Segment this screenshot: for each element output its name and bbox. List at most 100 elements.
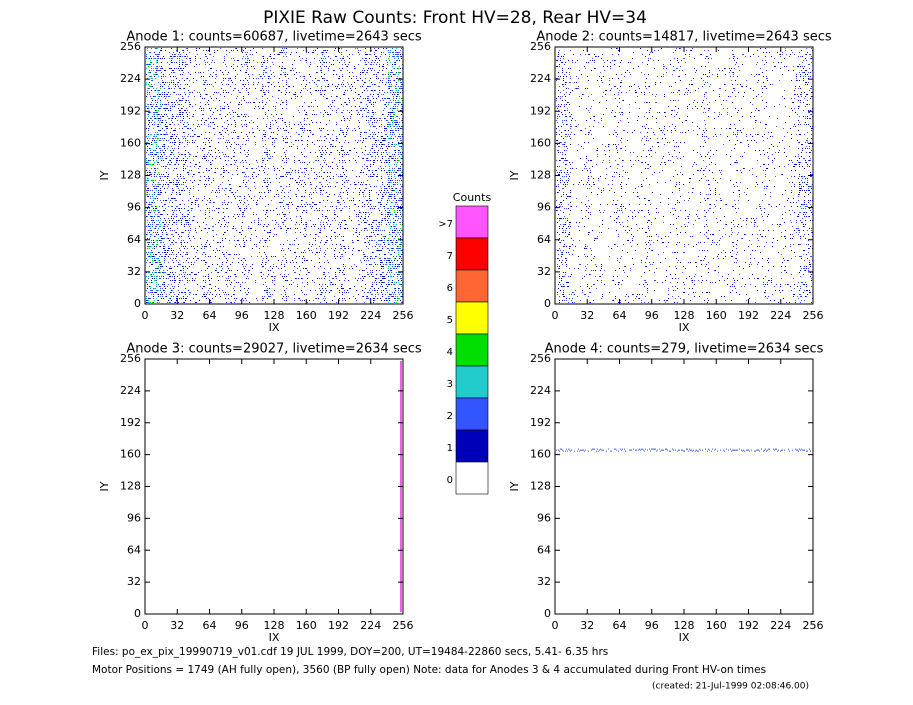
colorbar-box bbox=[455, 237, 489, 271]
colorbar-label: 2 bbox=[447, 411, 453, 422]
x-tick-label: 192 bbox=[328, 309, 349, 322]
x-tick-label: 256 bbox=[393, 619, 414, 632]
y-tick-label: 64 bbox=[127, 233, 141, 246]
y-tick-label: 256 bbox=[120, 40, 141, 53]
x-tick-label: 192 bbox=[738, 619, 759, 632]
panel-title: Anode 2: counts=14817, livetime=2643 sec… bbox=[536, 30, 832, 45]
x-tick-label: 64 bbox=[613, 619, 627, 632]
x-tick-label: 160 bbox=[296, 619, 317, 632]
y-axis-label: IY bbox=[98, 170, 111, 180]
colorbar-label: 7 bbox=[447, 251, 453, 262]
y-tick-label: 160 bbox=[120, 136, 141, 149]
colorbar-label: 0 bbox=[447, 475, 453, 486]
x-tick-label: 0 bbox=[142, 619, 149, 632]
detector-pixels bbox=[146, 48, 403, 303]
x-tick-label: 128 bbox=[674, 309, 695, 322]
colorbar-label: 4 bbox=[447, 347, 453, 358]
y-tick-label: 256 bbox=[530, 40, 551, 53]
y-tick-label: 32 bbox=[537, 265, 551, 278]
colorbar-box bbox=[455, 461, 489, 495]
y-tick-label: 64 bbox=[537, 543, 551, 556]
x-tick-label: 64 bbox=[203, 619, 217, 632]
y-tick-label: 224 bbox=[120, 384, 141, 397]
y-tick-label: 160 bbox=[530, 448, 551, 461]
colorbar-box bbox=[455, 365, 489, 399]
colorbar-box bbox=[455, 301, 489, 335]
x-tick-label: 96 bbox=[235, 309, 249, 322]
y-tick-label: 192 bbox=[530, 104, 551, 117]
detector-pixels bbox=[556, 48, 813, 303]
x-tick-label: 192 bbox=[738, 309, 759, 322]
y-tick-label: 0 bbox=[544, 607, 551, 620]
colorbar-box bbox=[455, 205, 489, 239]
plot-frame bbox=[144, 46, 404, 305]
x-tick-label: 0 bbox=[142, 309, 149, 322]
x-tick-label: 224 bbox=[360, 309, 381, 322]
y-axis-label: IY bbox=[508, 481, 521, 491]
x-tick-label: 32 bbox=[580, 619, 594, 632]
y-tick-label: 128 bbox=[120, 169, 141, 182]
x-tick-label: 32 bbox=[170, 309, 184, 322]
colorbar-label: 5 bbox=[447, 315, 453, 326]
x-tick-label: 128 bbox=[264, 309, 285, 322]
x-axis-label: IX bbox=[269, 321, 280, 334]
colorbar-label: >7 bbox=[438, 219, 453, 230]
panel-title: Anode 3: counts=29027, livetime=2634 sec… bbox=[126, 342, 422, 357]
x-axis-label: IX bbox=[679, 631, 690, 644]
y-tick-label: 256 bbox=[120, 352, 141, 365]
x-tick-label: 160 bbox=[706, 619, 727, 632]
x-tick-label: 96 bbox=[235, 619, 249, 632]
y-tick-label: 128 bbox=[530, 480, 551, 493]
colorbar-label: 3 bbox=[447, 379, 453, 390]
colorbar-label: 1 bbox=[447, 443, 453, 454]
y-axis-label: IY bbox=[508, 170, 521, 180]
y-tick-label: 192 bbox=[120, 416, 141, 429]
y-tick-label: 96 bbox=[537, 511, 551, 524]
x-tick-label: 0 bbox=[552, 619, 559, 632]
x-axis-label: IX bbox=[679, 321, 690, 334]
x-tick-label: 64 bbox=[613, 309, 627, 322]
y-tick-label: 64 bbox=[127, 543, 141, 556]
colorbar-box bbox=[455, 269, 489, 303]
x-tick-label: 192 bbox=[328, 619, 349, 632]
footer-line: Motor Positions = 1749 (AH fully open), … bbox=[92, 664, 766, 676]
x-tick-label: 224 bbox=[770, 619, 791, 632]
plot-frame bbox=[554, 46, 814, 305]
x-tick-label: 224 bbox=[770, 309, 791, 322]
y-tick-label: 192 bbox=[120, 104, 141, 117]
y-tick-label: 32 bbox=[127, 575, 141, 588]
x-tick-label: 160 bbox=[706, 309, 727, 322]
x-tick-label: 0 bbox=[552, 309, 559, 322]
x-tick-label: 160 bbox=[296, 309, 317, 322]
footer-line: Files: po_ex_pix_19990719_v01.cdf 19 JUL… bbox=[92, 646, 608, 658]
y-tick-label: 160 bbox=[120, 448, 141, 461]
y-tick-label: 224 bbox=[120, 72, 141, 85]
y-tick-label: 224 bbox=[530, 72, 551, 85]
y-tick-label: 128 bbox=[120, 480, 141, 493]
x-tick-label: 256 bbox=[803, 309, 824, 322]
y-tick-label: 32 bbox=[537, 575, 551, 588]
detector-image bbox=[556, 48, 813, 303]
detector-pixels bbox=[556, 448, 811, 452]
x-tick-label: 32 bbox=[170, 619, 184, 632]
x-tick-label: 64 bbox=[203, 309, 217, 322]
x-tick-label: 224 bbox=[360, 619, 381, 632]
x-tick-label: 96 bbox=[645, 619, 659, 632]
y-tick-label: 256 bbox=[530, 352, 551, 365]
y-tick-label: 128 bbox=[530, 169, 551, 182]
x-axis-label: IX bbox=[269, 631, 280, 644]
panel-title: Anode 1: counts=60687, livetime=2643 sec… bbox=[126, 30, 422, 45]
chart-title: PIXIE Raw Counts: Front HV=28, Rear HV=3… bbox=[263, 8, 647, 28]
x-tick-label: 96 bbox=[645, 309, 659, 322]
x-tick-label: 128 bbox=[674, 619, 695, 632]
y-tick-label: 96 bbox=[537, 201, 551, 214]
detector-pixels bbox=[556, 48, 813, 303]
detector-image bbox=[556, 448, 811, 452]
plot-frame bbox=[144, 358, 404, 615]
y-tick-label: 96 bbox=[127, 511, 141, 524]
y-tick-label: 0 bbox=[544, 297, 551, 310]
x-tick-label: 256 bbox=[393, 309, 414, 322]
colorbar-box bbox=[455, 429, 489, 463]
detector-pixels bbox=[146, 52, 403, 303]
